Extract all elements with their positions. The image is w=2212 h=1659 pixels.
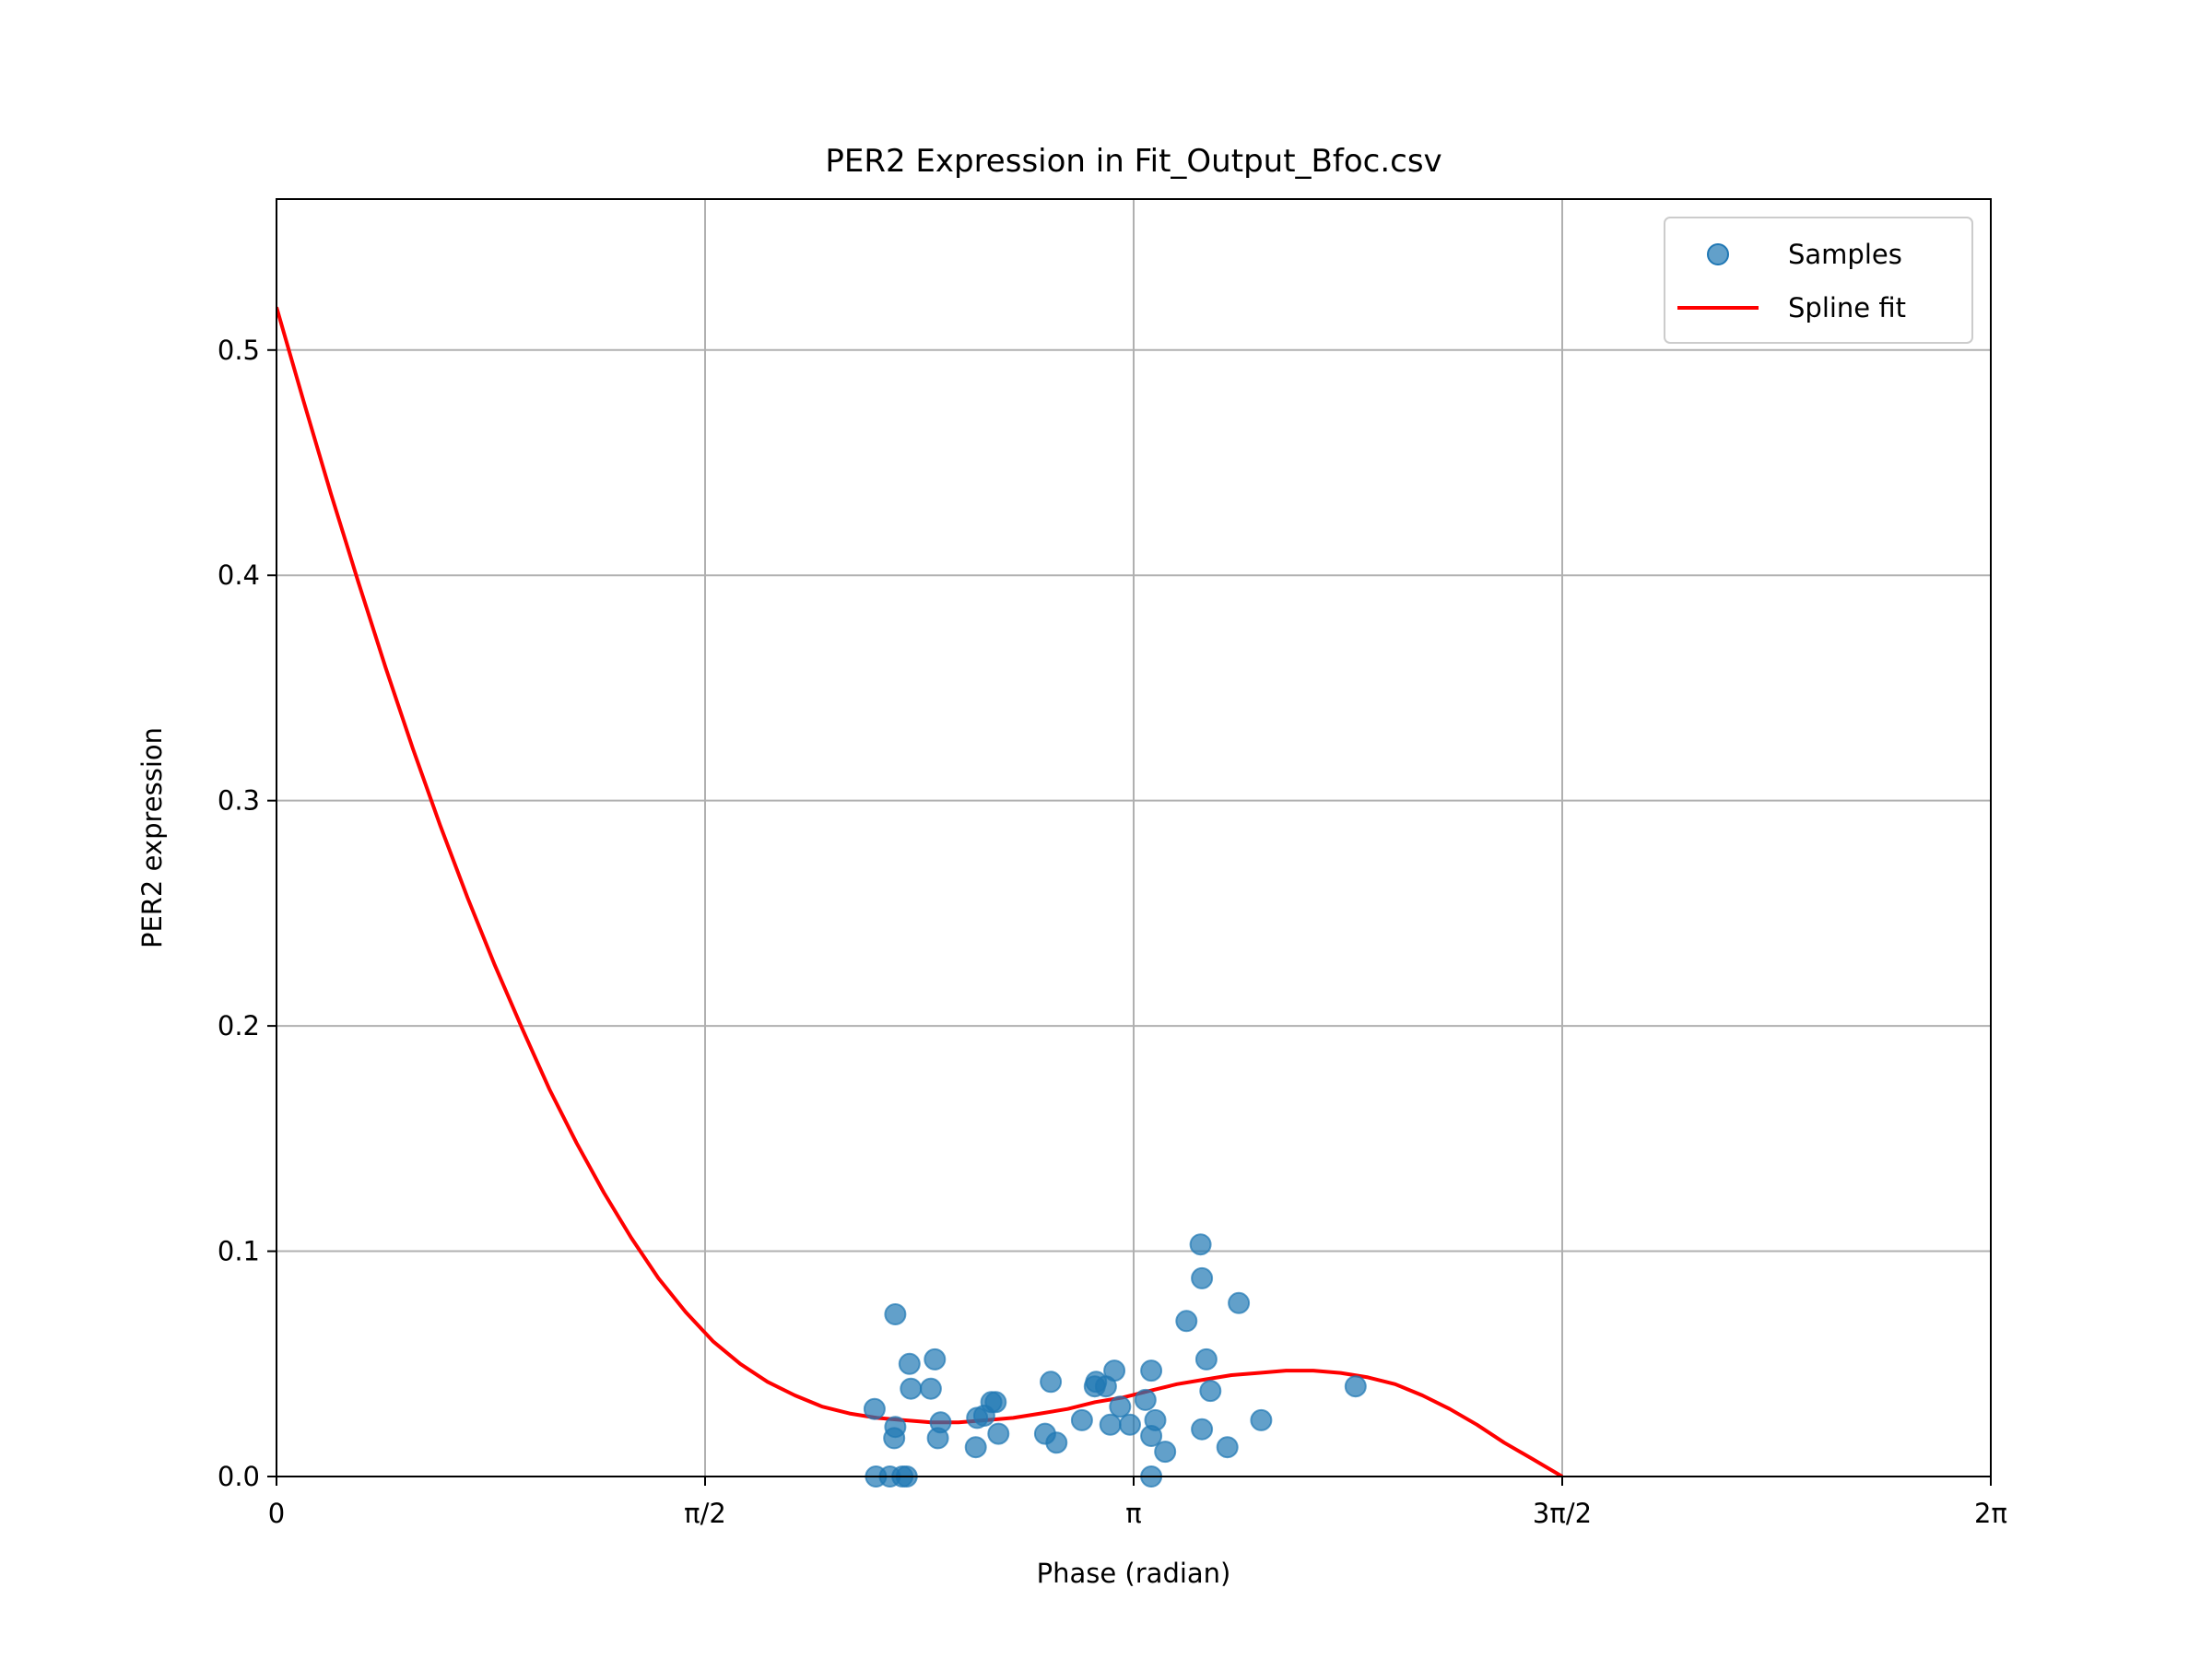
spline-fit-series <box>276 306 1564 1477</box>
sample-point <box>1175 1310 1198 1333</box>
sample-point <box>1140 1359 1163 1382</box>
y-tick-label: 0.2 <box>218 1010 260 1041</box>
legend-box <box>1664 217 1973 344</box>
sample-point <box>984 1391 1007 1414</box>
chart-title: PER2 Expression in Fit_Output_Bfoc.csv <box>825 143 1441 180</box>
sample-point <box>919 1377 942 1400</box>
sample-point <box>929 1411 952 1434</box>
x-tick-label: 3π/2 <box>1533 1498 1592 1529</box>
y-tick-label: 0.1 <box>218 1236 260 1267</box>
sample-point <box>1154 1441 1177 1464</box>
y-axis-ticks: 0.0 0.1 0.2 0.3 0.4 0.5 <box>218 335 276 1492</box>
legend-spline-label: Spline fit <box>1788 292 1906 324</box>
sample-point <box>1144 1408 1167 1431</box>
sample-point <box>1134 1388 1157 1411</box>
sample-point <box>1119 1413 1141 1436</box>
sample-point <box>1045 1431 1068 1454</box>
spline-fit-line <box>276 306 1564 1477</box>
sample-point <box>1191 1418 1214 1441</box>
sample-point <box>1040 1371 1063 1394</box>
sample-point <box>863 1397 886 1420</box>
x-axis-label: Phase (radian) <box>1037 1558 1231 1589</box>
y-tick-label: 0.3 <box>218 785 260 817</box>
x-axis-ticks: 0 π/2 π 3π/2 2π <box>268 1477 2007 1529</box>
y-tick-label: 0.4 <box>218 559 260 591</box>
x-tick-label: 0 <box>268 1498 285 1529</box>
grid-lines <box>276 199 1992 1477</box>
sample-point <box>1344 1375 1367 1398</box>
y-tick-label: 0.5 <box>218 335 260 366</box>
x-tick-label: 2π <box>1974 1498 2007 1529</box>
legend-samples-marker <box>1707 243 1729 265</box>
sample-point <box>1194 1347 1218 1371</box>
sample-point <box>987 1422 1010 1445</box>
sample-point <box>924 1347 947 1371</box>
sample-point <box>898 1352 921 1375</box>
sample-point <box>1109 1395 1132 1418</box>
sample-point <box>1189 1233 1212 1256</box>
sample-point <box>1103 1359 1126 1382</box>
sample-point <box>1099 1413 1122 1436</box>
sample-point <box>883 1427 906 1450</box>
sample-point <box>884 1303 907 1325</box>
x-tick-label: π <box>1125 1498 1141 1529</box>
legend: Samples Spline fit <box>1664 217 1973 344</box>
legend-samples-label: Samples <box>1788 239 1902 270</box>
sample-point <box>1199 1380 1222 1403</box>
sample-point <box>1228 1291 1251 1314</box>
sample-point <box>1070 1408 1093 1431</box>
sample-point <box>964 1436 987 1459</box>
sample-point <box>900 1377 923 1400</box>
x-tick-label: π/2 <box>684 1498 726 1529</box>
sample-point <box>1216 1436 1239 1459</box>
sample-point <box>1250 1408 1273 1431</box>
sample-point <box>1191 1266 1214 1289</box>
y-axis-label: PER2 expression <box>136 727 168 948</box>
y-tick-label: 0.0 <box>218 1461 260 1492</box>
